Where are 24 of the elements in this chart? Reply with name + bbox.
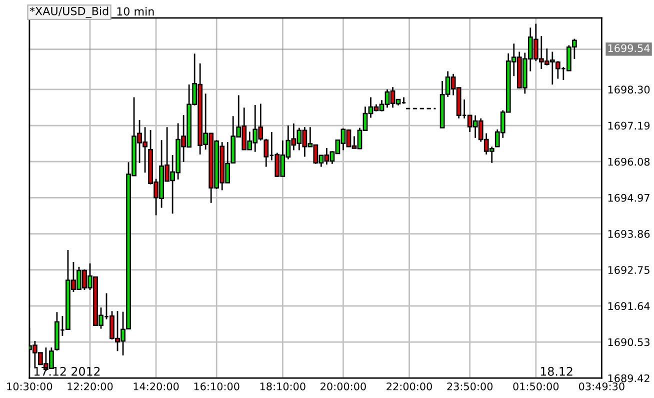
y-tick-label: 1690.53 [608,338,650,346]
annotation: 18.12 [540,366,572,376]
ref-line-label: 1699.54 [608,44,650,52]
x-tick-label: 23:50:00 [447,382,493,390]
chart-title: *XAU/USD_Bid [30,6,108,18]
x-tick-label: 20:00:00 [320,382,366,390]
x-tick-label: 22:00:00 [386,382,432,390]
y-tick-label: 1694.97 [608,194,650,202]
chart-subtitle: 10 min [117,7,154,16]
y-tick-label: 1691.64 [608,302,650,310]
y-tick-label: 1693.86 [608,230,650,238]
y-tick-label: 1698.30 [608,86,650,94]
y-tick-label: 1689.42 [608,374,650,382]
y-tick-label: 1697.19 [608,122,650,130]
x-tick-label: 16:10:00 [194,382,240,390]
x-tick-label: 18:10:00 [260,382,306,390]
y-tick-label: 1696.08 [608,158,650,166]
x-tick-label: 01:50:00 [513,382,559,390]
x-tick-label: 10:30:00 [7,382,52,390]
x-tick-label: 12:20:00 [68,382,113,390]
x-tick-label: 14:20:00 [134,382,179,390]
y-tick-label: 1692.75 [608,266,650,274]
annotation: 17.12 2012 [34,366,100,376]
x-tick-label: 03:49:30 [578,382,624,390]
